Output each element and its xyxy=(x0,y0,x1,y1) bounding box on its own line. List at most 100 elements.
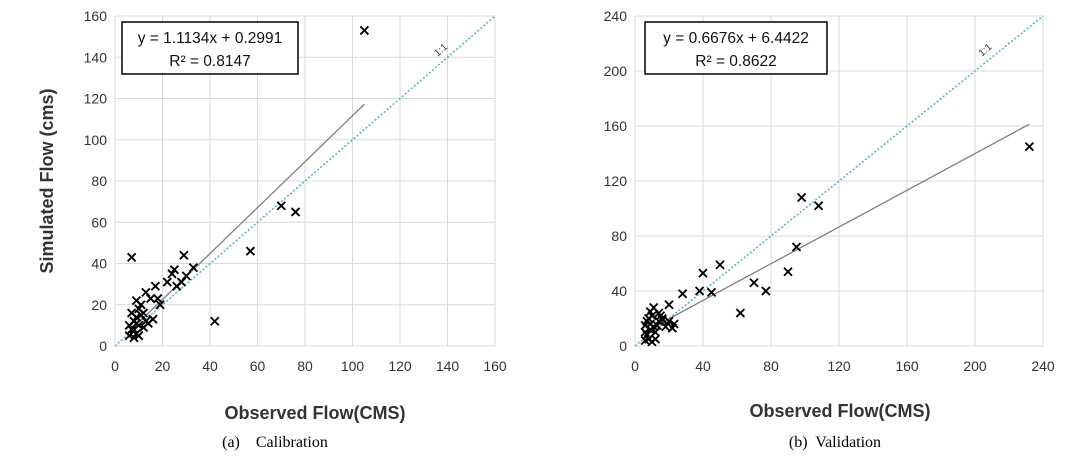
calibration-point-30 xyxy=(210,316,220,326)
calibration-y-tick-label: 60 xyxy=(91,214,107,230)
validation-x-tick-label: 120 xyxy=(827,358,851,374)
calibration-point-34 xyxy=(359,25,370,36)
calibration-point-21 xyxy=(155,300,165,310)
validation-y-tick-label: 120 xyxy=(604,173,628,189)
calibration-y-tick-label: 140 xyxy=(84,49,108,65)
calibration-y-tick-label: 20 xyxy=(91,297,107,313)
validation-point-37 xyxy=(654,308,664,318)
calibration-equation: y = 1.1134x + 0.2991 xyxy=(138,30,283,47)
validation-point-36 xyxy=(649,322,659,332)
validation-y-tick-label: 40 xyxy=(611,283,627,299)
validation-x-axis-label: Observed Flow(CMS) xyxy=(749,401,930,421)
calibration-point-39 xyxy=(131,318,142,328)
calibration-caption: (a) Calibration xyxy=(222,434,328,451)
calibration-point-28 xyxy=(181,271,191,281)
calibration-point-27 xyxy=(176,277,187,287)
calibration-y-tick-label: 40 xyxy=(91,256,107,272)
validation-point-14 xyxy=(657,315,667,325)
calibration-x-tick-label: 20 xyxy=(155,358,171,374)
calibration-points xyxy=(124,25,370,343)
calibration-point-38 xyxy=(136,310,146,320)
validation-x-tick-label: 240 xyxy=(1031,358,1055,374)
validation-point-20 xyxy=(669,319,679,329)
validation-point-34 xyxy=(640,327,650,337)
calibration-point-35 xyxy=(124,331,134,341)
validation-point-23 xyxy=(698,268,708,278)
validation-y-tick-label: 0 xyxy=(619,338,627,354)
validation-x-tick-label: 0 xyxy=(631,358,639,374)
validation-points xyxy=(640,141,1035,347)
validation-r2: R² = 0.8622 xyxy=(695,53,776,70)
validation-point-30 xyxy=(791,242,802,252)
validation-point-39 xyxy=(664,316,674,326)
validation-point-38 xyxy=(657,313,667,324)
validation-point-25 xyxy=(715,260,725,270)
calibration-point-8 xyxy=(126,308,137,318)
validation-y-tick-label: 80 xyxy=(611,228,627,244)
calibration-point-24 xyxy=(169,265,180,275)
validation-y-tick-label: 200 xyxy=(604,63,628,79)
validation-point-17 xyxy=(660,322,671,332)
calibration-point-4 xyxy=(134,331,144,341)
calibration-point-31 xyxy=(245,246,256,256)
calibration-point-33 xyxy=(290,207,301,217)
calibration-y-tick-label: 160 xyxy=(84,8,108,24)
validation-point-21 xyxy=(677,289,688,299)
validation-point-18 xyxy=(664,300,674,310)
validation-x-tick-label: 40 xyxy=(695,358,711,374)
validation-plot-frame xyxy=(634,15,1044,347)
validation-identity-line xyxy=(634,15,1044,347)
calibration-trendline xyxy=(126,103,365,335)
validation-point-32 xyxy=(813,201,824,211)
calibration-point-17 xyxy=(148,314,158,324)
calibration-point-11 xyxy=(136,300,146,310)
validation-point-29 xyxy=(783,267,793,277)
calibration-point-16 xyxy=(141,287,151,298)
validation-point-27 xyxy=(749,278,759,288)
validation-point-24 xyxy=(706,287,717,298)
calibration-plot-frame xyxy=(114,15,496,347)
calibration-equation-box xyxy=(121,21,299,75)
calibration-point-18 xyxy=(145,293,156,304)
validation-point-22 xyxy=(694,286,705,296)
calibration-point-29 xyxy=(188,262,199,273)
calibration-y-axis-label: Simulated Flow (cms) xyxy=(37,88,57,273)
validation-point-26 xyxy=(735,308,746,318)
validation-caption: (b) Validation xyxy=(789,434,881,451)
validation-trendline xyxy=(643,123,1030,334)
calibration-point-19 xyxy=(150,281,161,291)
validation-y-tick-label: 160 xyxy=(604,118,628,134)
validation-x-tick-label: 200 xyxy=(963,358,987,374)
validation-equation-box xyxy=(644,21,828,75)
calibration-point-20 xyxy=(153,293,163,304)
calibration-y-tick-label: 120 xyxy=(84,91,108,107)
calibration-point-0 xyxy=(126,252,137,262)
calibration-point-32 xyxy=(276,201,286,211)
validation-equation: y = 0.6676x + 6.4422 xyxy=(663,30,809,47)
calibration-x-tick-label: 40 xyxy=(202,358,218,374)
calibration-x-axis-label: Observed Flow(CMS) xyxy=(224,403,405,423)
validation-panel: 0 40 80 120 160 200 240 0 40 80 120 160 200 240 1:1 y… xyxy=(604,8,1055,451)
validation-point-33 xyxy=(1024,141,1035,152)
calibration-point-25 xyxy=(179,250,189,260)
validation-point-10 xyxy=(650,327,661,337)
calibration-x-tick-label: 80 xyxy=(297,358,313,374)
calibration-x-tick-label: 120 xyxy=(388,358,412,374)
calibration-x-tick-label: 0 xyxy=(111,358,119,374)
validation-x-tick-label: 80 xyxy=(763,358,779,374)
calibration-point-22 xyxy=(162,277,172,287)
validation-point-16 xyxy=(647,337,657,347)
validation-y-tick-label: 240 xyxy=(604,8,628,24)
validation-point-31 xyxy=(796,192,807,203)
validation-point-28 xyxy=(761,286,771,296)
validation-x-tick-label: 160 xyxy=(895,358,919,374)
calibration-y-tick-label: 0 xyxy=(99,338,107,354)
calibration-x-tick-label: 140 xyxy=(436,358,460,374)
calibration-x-tick-label: 100 xyxy=(341,358,365,374)
calibration-y-tick-label: 100 xyxy=(84,132,108,148)
validation-tick-labels: 0 40 80 120 160 200 240 0 40 80 120 160 200 240 xyxy=(604,8,1055,374)
calibration-r2: R² = 0.8147 xyxy=(169,53,250,70)
validation-identity-label: 1:1 xyxy=(977,41,995,59)
calibration-panel: 0 20 40 60 80 100 120 140 160 0 20 40 60 80 100 120 140 1… xyxy=(37,8,507,451)
